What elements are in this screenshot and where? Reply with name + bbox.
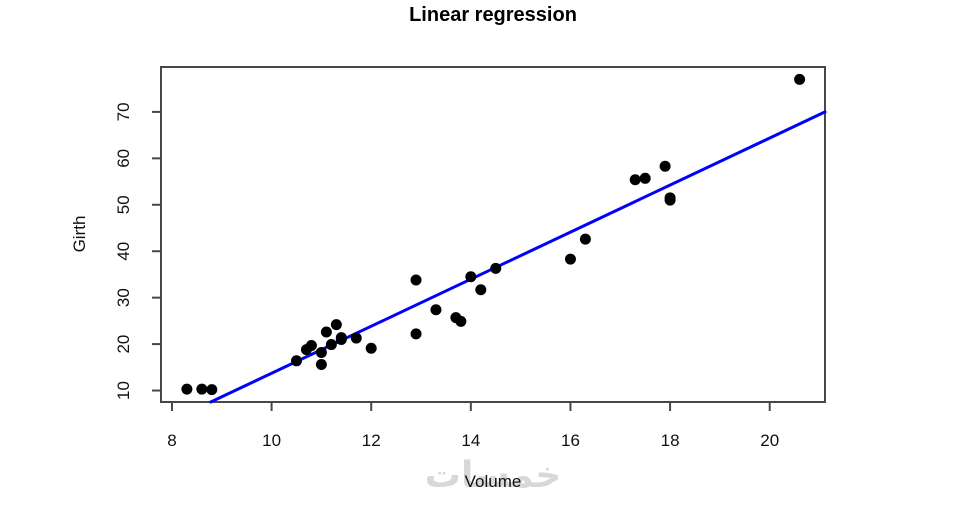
data-point (579, 233, 591, 245)
x-tick-label: 10 (262, 431, 281, 450)
data-point (564, 253, 576, 265)
data-point (455, 315, 467, 327)
data-point (490, 262, 502, 274)
data-point (794, 73, 806, 85)
y-tick-label: 10 (114, 381, 133, 400)
data-point (196, 383, 208, 395)
data-point (659, 160, 671, 172)
x-tick-label: 14 (461, 431, 480, 450)
data-point (365, 342, 377, 354)
data-point (325, 339, 337, 351)
x-tick-label: 20 (760, 431, 779, 450)
x-tick-label: 16 (561, 431, 580, 450)
x-tick-label: 12 (362, 431, 381, 450)
data-point (465, 271, 477, 283)
data-point (629, 174, 641, 186)
data-point (475, 284, 487, 296)
data-point (181, 383, 193, 395)
data-point (430, 304, 442, 316)
data-point (335, 332, 347, 344)
y-axis-label: Girth (70, 215, 89, 253)
data-point (206, 384, 218, 396)
x-tick-label: 8 (167, 431, 176, 450)
watermark-text: خمسات (424, 455, 562, 496)
data-point (305, 339, 317, 351)
x-tick-label: 18 (661, 431, 680, 450)
data-point (350, 332, 362, 344)
data-point (315, 346, 327, 358)
plot-border (160, 66, 826, 403)
data-point (639, 172, 651, 184)
y-tick-label: 30 (114, 288, 133, 307)
data-point (410, 274, 422, 286)
y-tick-label: 40 (114, 242, 133, 261)
data-point (320, 326, 332, 338)
x-axis-label: Volume (464, 472, 522, 491)
y-tick-label: 70 (114, 102, 133, 121)
regression-line (209, 110, 827, 404)
y-tick-label: 60 (114, 149, 133, 168)
data-point (290, 355, 302, 367)
chart-title: Linear regression (409, 4, 577, 26)
data-point (315, 359, 327, 371)
data-point (410, 328, 422, 340)
y-tick-label: 20 (114, 335, 133, 354)
data-point (330, 319, 342, 331)
y-tick-label: 50 (114, 195, 133, 214)
data-point (664, 194, 676, 206)
